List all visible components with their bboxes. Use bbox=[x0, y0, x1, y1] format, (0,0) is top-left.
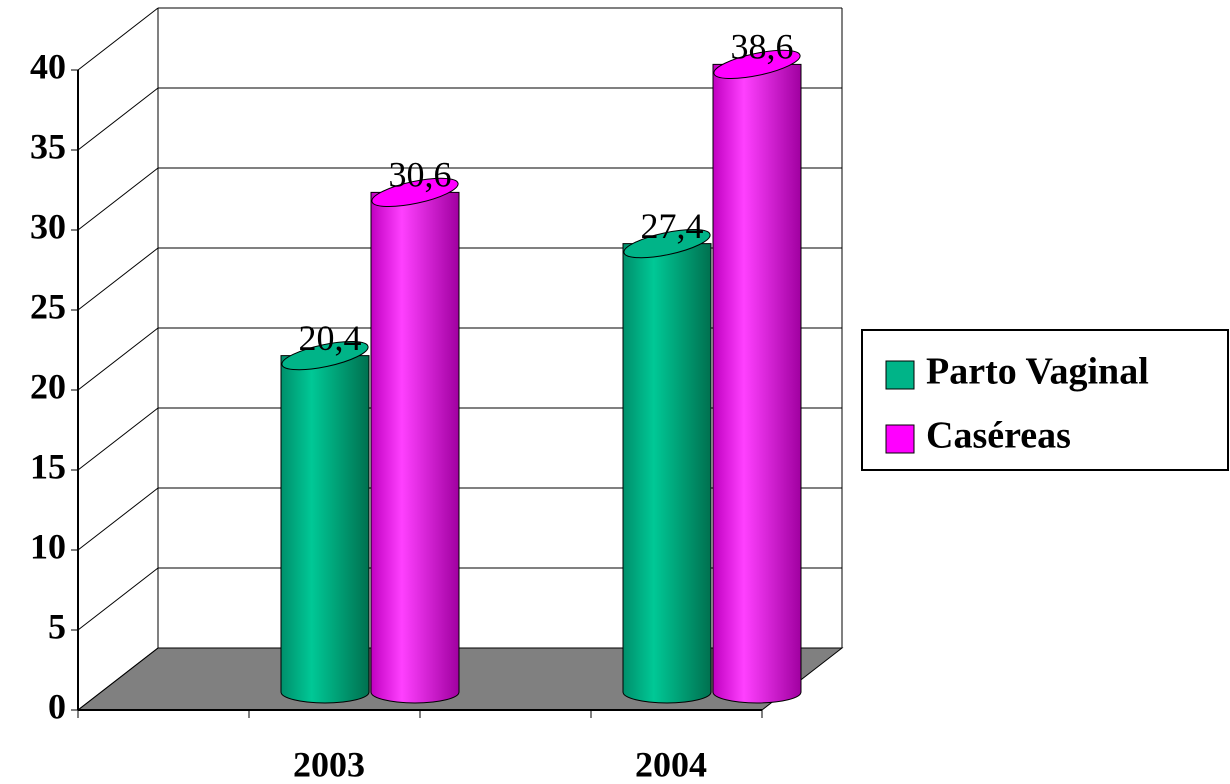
bar bbox=[712, 63, 802, 704]
grid-line bbox=[77, 327, 159, 391]
legend-swatch bbox=[885, 424, 915, 454]
grid-line bbox=[77, 247, 159, 311]
x-tick-label: 2004 bbox=[635, 744, 707, 784]
y-tick-label: 20 bbox=[30, 366, 66, 406]
y-tick-label: 5 bbox=[48, 606, 66, 646]
bar-top bbox=[623, 228, 711, 259]
y-tick-label: 15 bbox=[30, 446, 66, 486]
value-label: 30,6 bbox=[389, 155, 452, 195]
y-tick-label: 25 bbox=[30, 286, 66, 326]
grid-line bbox=[77, 167, 159, 231]
grid-line bbox=[77, 567, 159, 631]
bar-top bbox=[281, 340, 369, 371]
bar-top bbox=[713, 49, 801, 80]
grid-line bbox=[77, 87, 159, 151]
bar-top bbox=[371, 177, 459, 208]
x-tick-label: 2003 bbox=[293, 744, 365, 784]
legend-swatch bbox=[885, 360, 915, 390]
bar bbox=[370, 191, 460, 704]
grid-line bbox=[77, 407, 159, 471]
value-label: 38,6 bbox=[731, 27, 794, 67]
value-label: 20,4 bbox=[299, 318, 362, 358]
y-tick-label: 0 bbox=[48, 686, 66, 726]
grid-line bbox=[77, 7, 159, 71]
bar bbox=[622, 243, 712, 704]
bar bbox=[280, 355, 370, 704]
legend-label: Parto Vaginal bbox=[926, 351, 1149, 393]
value-label: 27,4 bbox=[641, 206, 704, 246]
legend-box bbox=[861, 329, 1229, 471]
y-tick-label: 10 bbox=[30, 526, 66, 566]
grid-line bbox=[77, 647, 159, 711]
y-tick-label: 30 bbox=[30, 206, 66, 246]
grid-line bbox=[77, 487, 159, 551]
legend-label: Caséreas bbox=[926, 415, 1071, 457]
y-tick-label: 35 bbox=[30, 126, 66, 166]
y-tick-label: 40 bbox=[30, 46, 66, 86]
